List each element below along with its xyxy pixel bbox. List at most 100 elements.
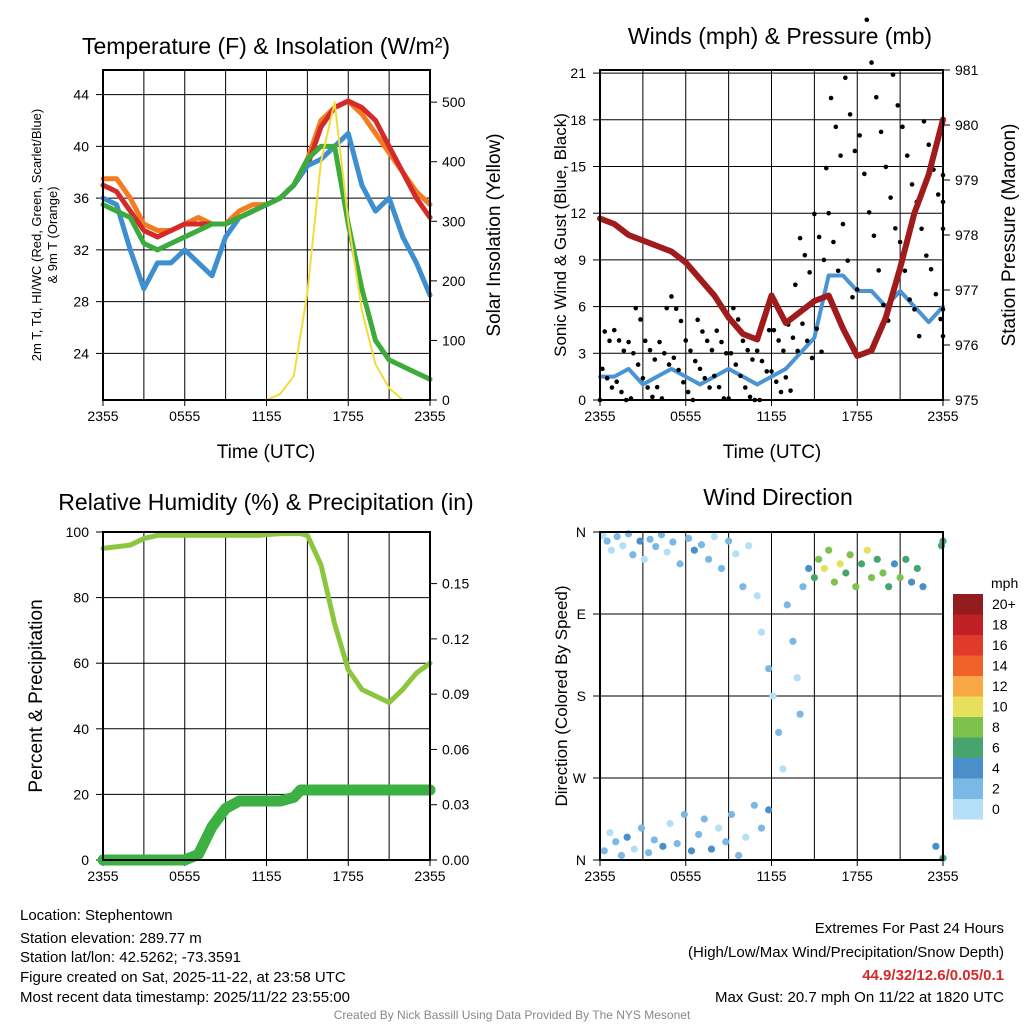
direction-point: [722, 838, 730, 846]
gust-point: [821, 257, 827, 263]
gust-point: [871, 233, 877, 239]
direction-point: [630, 845, 638, 853]
gust-point: [731, 305, 736, 311]
legend-swatch: [953, 655, 983, 676]
temperature-ytick-label: 24: [73, 345, 89, 361]
winds-chart-title: Winds (mph) & Pressure (mb): [628, 23, 932, 49]
credit-text: Created By Nick Bassill Using Data Provi…: [334, 1008, 691, 1022]
humidity-ytick-right-label: 0.00: [442, 852, 469, 868]
humidity-plot: 2355 0555 1155 1755 23550204060801000.000.03…: [66, 524, 470, 884]
gust-point: [714, 328, 720, 334]
gust-point: [857, 133, 862, 138]
legend-label: 4: [992, 760, 1000, 776]
gust-point: [676, 367, 681, 373]
direction-point: [599, 532, 607, 540]
humidity-xtick-label: 2355: [414, 868, 445, 884]
gust-point: [788, 388, 793, 393]
gust-point: [750, 357, 755, 362]
direction-point: [619, 542, 627, 550]
direction-point: [705, 555, 713, 563]
direction-point: [757, 824, 766, 832]
gust-point: [809, 355, 815, 361]
direction-xtick-label: 2355: [584, 868, 615, 884]
humidity-xtick-label: 0555: [169, 868, 200, 884]
humidity-ytick-label: 80: [73, 590, 89, 606]
gust-point: [838, 153, 843, 158]
gust-point: [843, 75, 848, 81]
gust-point: [802, 252, 808, 258]
extremes-values: 44.9/32/12.6/0.05/0.1: [862, 967, 1004, 984]
gust-point: [619, 389, 624, 395]
humidity-frame: [102, 531, 431, 861]
winds-ytick-label: 6: [578, 299, 586, 315]
gust-point: [907, 297, 912, 302]
direction-point: [676, 560, 684, 568]
winds-ytick-right-label: 978: [955, 227, 979, 243]
gust-point: [814, 326, 820, 332]
winds-x-label: Time (UTC): [723, 442, 822, 463]
gust-point: [642, 338, 648, 344]
gust-point: [902, 268, 908, 274]
winds-ytick-label: 18: [570, 112, 586, 128]
gust-point: [754, 348, 760, 354]
direction-xtick-label: 1155: [756, 868, 786, 884]
legend-label: 6: [992, 740, 1000, 756]
humidity-ytick-label: 40: [73, 721, 89, 737]
direction-point: [913, 564, 921, 573]
humidity-ytick-label: 60: [73, 655, 89, 671]
gust-point: [764, 369, 770, 374]
winds-ytick-right-label: 981: [955, 62, 979, 78]
gust-point: [890, 72, 896, 77]
legend-swatch: [953, 614, 983, 635]
direction-point: [690, 546, 698, 554]
winds-ytick-label: 3: [578, 345, 586, 361]
temperature-ytick-right-label: 200: [442, 273, 466, 289]
gust-point: [673, 306, 679, 312]
gust-point: [652, 357, 658, 362]
wind-direction-chart-title: Wind Direction: [703, 484, 853, 510]
winds-ytick-label: 15: [570, 159, 586, 175]
humidity-ytick-label: 100: [66, 524, 90, 540]
gust-point: [719, 339, 724, 345]
direction-point: [750, 801, 758, 809]
gust-point: [921, 119, 927, 124]
direction-ytick-label: N: [576, 524, 586, 540]
gust-point: [804, 338, 810, 344]
gust-point: [795, 348, 801, 354]
gust-point: [609, 385, 615, 390]
direction-point: [603, 537, 611, 545]
gust-point: [900, 124, 905, 130]
direction-point: [896, 573, 904, 582]
direction-point: [919, 583, 927, 591]
legend-swatch: [953, 717, 983, 738]
direction-point: [932, 842, 940, 850]
humidity-ytick-label: 0: [81, 852, 89, 868]
gust-point: [669, 294, 674, 299]
temperature-xtick-label: 2355: [414, 408, 445, 424]
max-gust: Max Gust: 20.7 mph On 11/22 at 1820 UTC: [715, 989, 1004, 1006]
gust-point: [888, 195, 893, 200]
humidity-y-label: Percent & Precipitation: [26, 599, 47, 792]
humidity-xtick-label: 2355: [87, 868, 118, 884]
direction-point: [732, 550, 740, 558]
direction-point: [613, 532, 621, 541]
direction-point: [757, 628, 766, 636]
gust-point: [600, 366, 605, 372]
legend-label: 20+: [992, 596, 1016, 612]
gust-point: [666, 362, 672, 367]
gust-point: [845, 258, 851, 263]
temperature-ytick-right-label: 0: [442, 392, 450, 408]
direction-point: [810, 573, 818, 582]
temperature-xtick-label: 1155: [251, 408, 281, 424]
humidity-xtick-label: 1755: [333, 868, 364, 884]
direction-point: [700, 815, 708, 823]
legend-swatch: [953, 778, 983, 799]
winds-xtick-label: 1155: [756, 408, 786, 424]
temperature-xtick-label: 2355: [87, 408, 118, 424]
pressure-y-label: Station Pressure (Maroon): [999, 124, 1020, 347]
winds-ytick-right-label: 976: [955, 337, 979, 353]
direction-point: [863, 546, 871, 554]
legend-swatch: [953, 737, 983, 758]
direction-point: [725, 537, 733, 545]
direction-point: [644, 849, 653, 857]
